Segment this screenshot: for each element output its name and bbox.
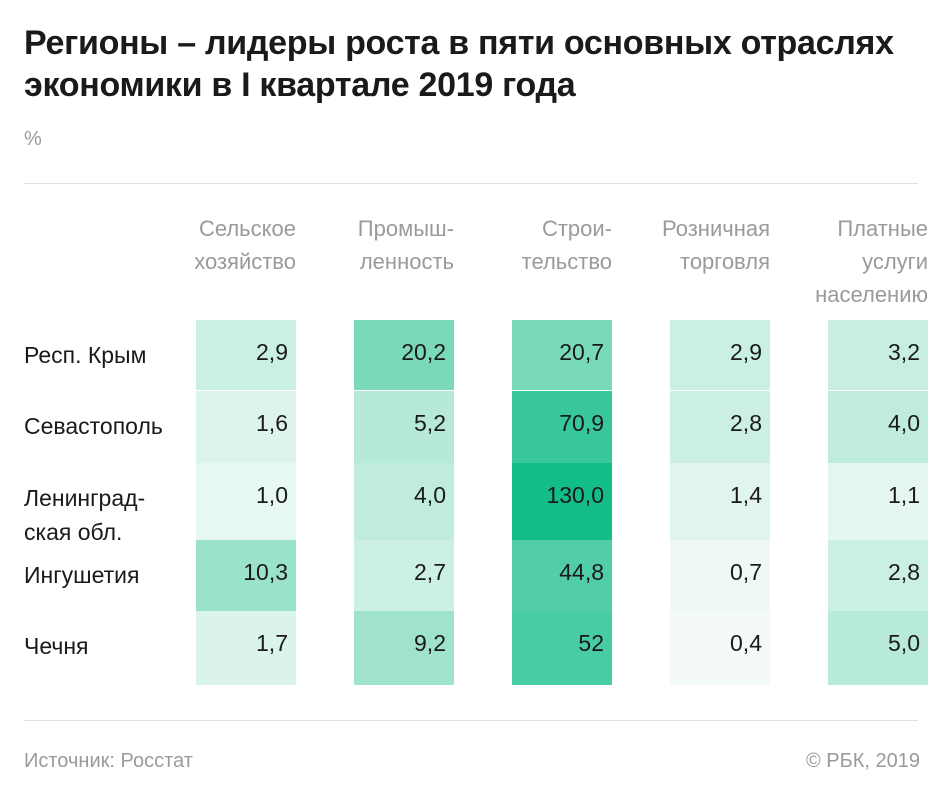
heatmap-cell: 3,2 bbox=[828, 320, 928, 390]
column-header-line: Розничная bbox=[662, 216, 770, 241]
column-header-line: Промыш- bbox=[357, 216, 454, 241]
row-label-line: Респ. Крым bbox=[24, 342, 147, 368]
row-label-line: Чечня bbox=[24, 633, 89, 659]
column-header-line: Сельское bbox=[198, 216, 296, 241]
heatmap-cell: 130,0 bbox=[512, 463, 612, 540]
column-header-line: хозяйство bbox=[194, 249, 296, 274]
heatmap-cell: 52 bbox=[512, 611, 612, 685]
heatmap-cell: 2,7 bbox=[354, 540, 454, 611]
heatmap-cell: 2,9 bbox=[670, 320, 770, 390]
heatmap-cell: 44,8 bbox=[512, 540, 612, 611]
row-label-line: Севастополь bbox=[24, 413, 163, 439]
heatmap-cell: 70,9 bbox=[512, 391, 612, 463]
heatmap-cell: 5,2 bbox=[354, 391, 454, 463]
row-label-line: ская обл. bbox=[24, 519, 123, 545]
heatmap-cell: 20,7 bbox=[512, 320, 612, 390]
heatmap-cell: 4,0 bbox=[354, 463, 454, 540]
row-label: Респ. Крым bbox=[24, 338, 194, 372]
heatmap-cell: 1,6 bbox=[196, 391, 296, 463]
column-header: Платные услуги населению bbox=[778, 212, 928, 311]
heatmap-cell: 2,8 bbox=[828, 540, 928, 611]
column-header: Строи-тельство bbox=[462, 212, 612, 278]
column-header: Сельское хозяйство bbox=[146, 212, 296, 278]
source-note: Источник: Росстат bbox=[24, 750, 193, 772]
chart-title: Регионы – лидеры роста в пяти основных о… bbox=[24, 24, 894, 104]
bottom-divider bbox=[24, 720, 918, 721]
heatmap-cell: 9,2 bbox=[354, 611, 454, 685]
row-label-line: Ингушетия bbox=[24, 562, 140, 588]
heatmap-cell: 4,0 bbox=[828, 391, 928, 463]
unit-label: % bbox=[24, 128, 42, 150]
row-label: Чечня bbox=[24, 629, 194, 663]
column-header: Промыш-ленность bbox=[304, 212, 454, 278]
column-header: Розничная торговля bbox=[620, 212, 770, 278]
column-header-line: торговля bbox=[679, 249, 770, 274]
heatmap-cell: 20,2 bbox=[354, 320, 454, 390]
row-label: Ингушетия bbox=[24, 558, 194, 592]
column-header-line: населению bbox=[815, 282, 928, 307]
column-header-line: Платные bbox=[837, 216, 928, 241]
column-header-line: Строи- bbox=[541, 216, 612, 241]
copyright-note: © РБК, 2019 bbox=[805, 750, 920, 772]
heatmap-cell: 1,1 bbox=[828, 463, 928, 540]
heatmap-cell: 1,0 bbox=[196, 463, 296, 540]
row-label-line: Ленинград- bbox=[24, 485, 146, 511]
column-header-line: ленность bbox=[359, 249, 454, 274]
top-divider bbox=[24, 183, 918, 184]
heatmap-cell: 2,8 bbox=[670, 391, 770, 463]
heatmap-cell: 1,7 bbox=[196, 611, 296, 685]
row-label: Севастополь bbox=[24, 409, 194, 443]
heatmap-cell: 5,0 bbox=[828, 611, 928, 685]
heatmap-cell: 0,4 bbox=[670, 611, 770, 685]
heatmap-cell: 10,3 bbox=[196, 540, 296, 611]
heatmap-cell: 2,9 bbox=[196, 320, 296, 390]
row-label: Ленинград-ская обл. bbox=[24, 481, 194, 549]
heatmap-cell: 0,7 bbox=[670, 540, 770, 611]
column-header-line: услуги bbox=[862, 249, 928, 274]
heatmap-cell: 1,4 bbox=[670, 463, 770, 540]
column-header-line: тельство bbox=[521, 249, 612, 274]
